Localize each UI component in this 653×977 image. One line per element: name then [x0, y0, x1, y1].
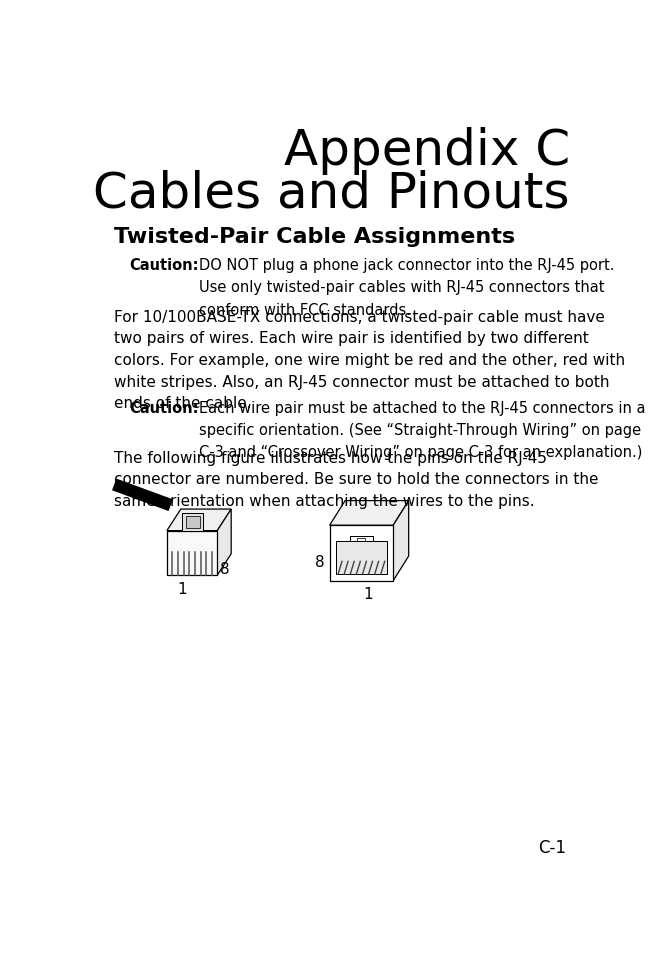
Polygon shape — [167, 510, 231, 531]
Text: Each wire pair must be attached to the RJ-45 connectors in a
specific orientatio: Each wire pair must be attached to the R… — [199, 401, 646, 459]
Text: Caution:: Caution: — [130, 401, 199, 415]
Polygon shape — [336, 541, 387, 574]
Polygon shape — [330, 501, 409, 526]
Text: 1: 1 — [177, 581, 187, 596]
Text: Cables and Pinouts: Cables and Pinouts — [93, 170, 570, 218]
Polygon shape — [217, 510, 231, 575]
Text: The following figure illustrates how the pins on the RJ-45
connector are numbere: The following figure illustrates how the… — [114, 450, 599, 508]
Text: 8: 8 — [220, 562, 230, 576]
Polygon shape — [167, 531, 217, 575]
Polygon shape — [330, 526, 393, 581]
Polygon shape — [393, 501, 409, 581]
Text: 8: 8 — [315, 554, 325, 570]
Text: 1: 1 — [363, 586, 373, 602]
Text: C-1: C-1 — [538, 837, 566, 856]
Polygon shape — [186, 517, 200, 528]
Text: Twisted-Pair Cable Assignments: Twisted-Pair Cable Assignments — [114, 228, 515, 247]
Polygon shape — [182, 514, 203, 531]
Text: For 10/100BASE-TX connections, a twisted-pair cable must have
two pairs of wires: For 10/100BASE-TX connections, a twisted… — [114, 310, 626, 411]
Text: Caution:: Caution: — [130, 258, 199, 273]
Text: DO NOT plug a phone jack connector into the RJ-45 port.
Use only twisted-pair ca: DO NOT plug a phone jack connector into … — [199, 258, 615, 318]
Text: Appendix C: Appendix C — [283, 127, 570, 175]
